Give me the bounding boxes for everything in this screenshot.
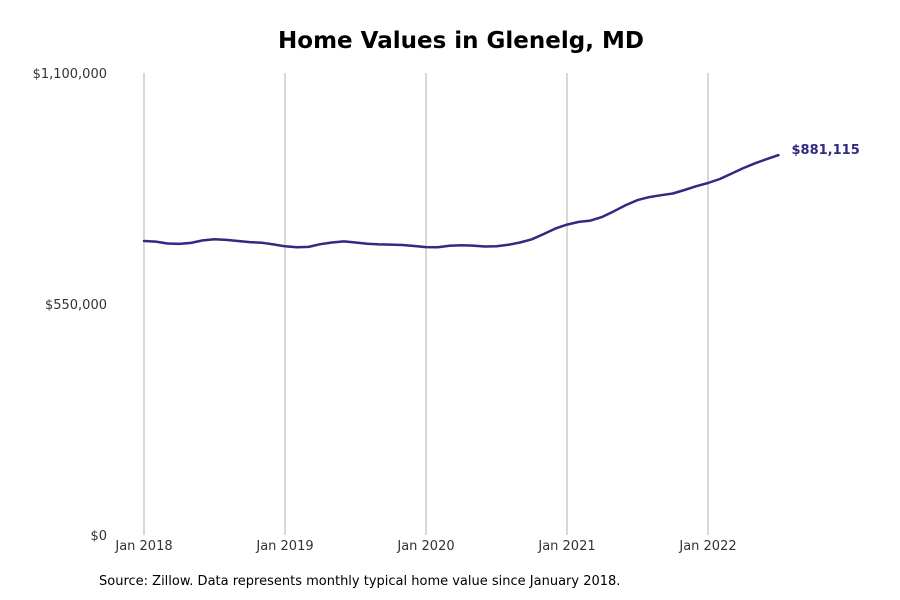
source-note: Source: Zillow. Data represents monthly …	[99, 574, 621, 589]
y-tick-label: $550,000	[45, 298, 107, 313]
series-layer	[142, 153, 780, 249]
x-tick-label: Jan 2022	[678, 539, 736, 554]
x-tick-label: Jan 2021	[537, 539, 595, 554]
end-label-layer: $881,115	[792, 143, 860, 158]
x-axis-ticks: Jan 2018 Jan 2019 Jan 2020 Jan 2021 Jan 2022	[114, 539, 736, 554]
y-tick-label: $1,100,000	[33, 67, 107, 82]
x-tick-label: Jan 2018	[114, 539, 172, 554]
chart-title: Home Values in Glenelg, MD	[278, 28, 644, 54]
end-value-label: $881,115	[792, 143, 860, 158]
x-tick-label: Jan 2020	[396, 539, 454, 554]
x-tick-label: Jan 2019	[255, 539, 313, 554]
grid-lines	[143, 73, 709, 535]
y-axis-ticks: $0 $550,000 $1,100,000	[33, 67, 107, 544]
y-tick-label: $0	[90, 529, 107, 544]
series-line	[142, 153, 780, 249]
